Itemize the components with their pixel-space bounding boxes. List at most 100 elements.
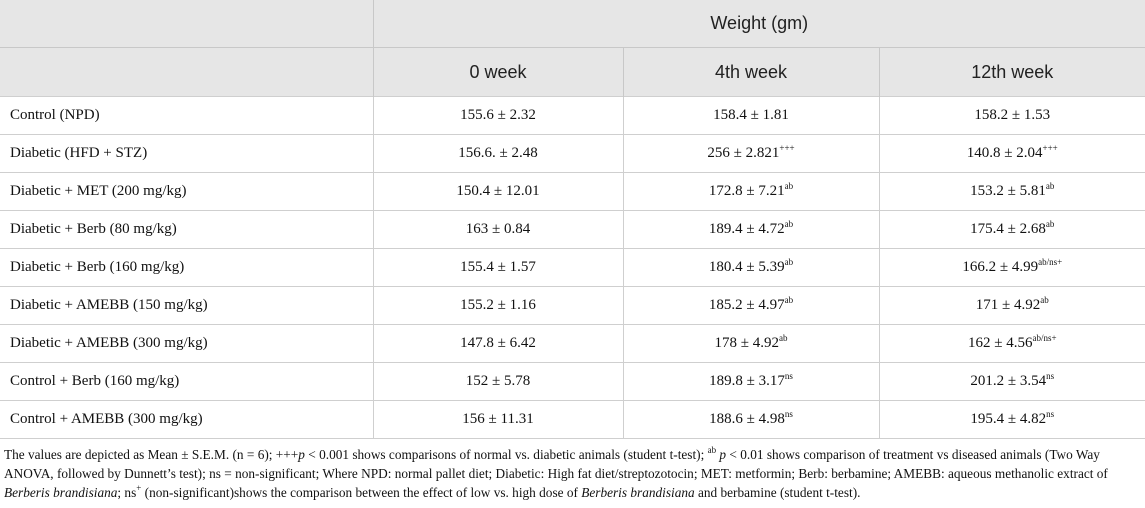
table-cell: 171 ± 4.92ab (878, 286, 1145, 325)
cell-value: 158.4 ± 1.81 (713, 107, 789, 123)
row-label: Control + Berb (160 mg/kg) (0, 362, 373, 401)
cell-superscript: ab (1045, 181, 1055, 191)
cell-value: 140.8 ± 2.04 (966, 145, 1043, 161)
cell-superscript: ns (784, 371, 793, 381)
footnote-text: < 0.01 shows comparison of treatment vs … (4, 447, 1108, 481)
table-cell: 175.4 ± 2.68ab (878, 210, 1145, 249)
cell-value: 180.4 ± 5.39 (708, 259, 785, 275)
table-cell: 189.4 ± 4.72ab (622, 210, 879, 249)
cell-value: 155.2 ± 1.16 (460, 297, 536, 313)
cell-value: 150.4 ± 12.01 (456, 183, 540, 199)
row-label: Diabetic + AMEBB (300 mg/kg) (0, 324, 373, 363)
cell-value: 158.2 ± 1.53 (974, 107, 1051, 123)
row-label: Control + AMEBB (300 mg/kg) (0, 400, 373, 439)
table-cell: 162 ± 4.56ab/ns+ (878, 324, 1145, 363)
footnote-species-name: Berberis brandisiana (4, 485, 118, 500)
cell-superscript: ab/ns+ (1032, 333, 1057, 343)
cell-value: 195.4 ± 4.82 (970, 411, 1047, 427)
table-cell: 153.2 ± 5.81ab (878, 172, 1145, 211)
footnote-p-value: p (716, 447, 727, 462)
header-label-cell (0, 47, 373, 97)
table-row: Control + AMEBB (300 mg/kg) 156 ± 11.31 18… (0, 400, 1145, 439)
table-cell: 178 ± 4.92ab (622, 324, 879, 363)
footnote-superscript: + (136, 483, 142, 493)
table-cell: 155.4 ± 1.57 (372, 248, 623, 287)
table-row: Control (NPD) 155.6 ± 2.32 158.4 ± 1.81 158… (0, 96, 1145, 135)
cell-superscript: +++ (1042, 143, 1058, 153)
cell-superscript: ab/ns+ (1038, 257, 1063, 267)
cell-superscript: ab (1045, 219, 1055, 229)
cell-value: 156 ± 11.31 (462, 411, 534, 427)
table-cell: 150.4 ± 12.01 (372, 172, 623, 211)
footnote-text: < 0.001 shows comparisons of normal vs. … (304, 447, 708, 462)
cell-value: 166.2 ± 4.99 (962, 259, 1039, 275)
cell-superscript: +++ (779, 143, 795, 153)
table-cell: 189.8 ± 3.17ns (622, 362, 879, 401)
table-cell: 158.2 ± 1.53 (878, 96, 1145, 135)
header-row-group: Weight (gm) (0, 0, 1145, 48)
table-row: Diabetic (HFD + STZ) 156.6. ± 2.48 256 ± 2… (0, 134, 1145, 173)
cell-superscript: ab (784, 219, 794, 229)
cell-value: 178 ± 4.92 (714, 335, 779, 351)
table-cell: 166.2 ± 4.99ab/ns+ (878, 248, 1145, 287)
table-cell: 172.8 ± 7.21ab (622, 172, 879, 211)
footnote-text: and berbamine (student t-test). (694, 485, 861, 500)
row-label: Diabetic + Berb (80 mg/kg) (0, 210, 373, 249)
table-row: Diabetic + Berb (80 mg/kg) 163 ± 0.84 189.… (0, 210, 1145, 249)
cell-value: 153.2 ± 5.81 (970, 183, 1046, 199)
table-cell: 195.4 ± 4.82ns (878, 400, 1145, 439)
cell-value: 188.6 ± 4.98 (709, 411, 785, 427)
column-header-4th-week: 4th week (622, 47, 879, 97)
table-cell: 158.4 ± 1.81 (622, 96, 879, 135)
header-row-columns: 0 week 4th week 12th week (0, 47, 1145, 97)
table-row: Diabetic + AMEBB (150 mg/kg) 155.2 ± 1.16… (0, 286, 1145, 325)
table-cell: 147.8 ± 6.42 (372, 324, 623, 363)
table-footnote: The values are depicted as Mean ± S.E.M.… (4, 445, 1141, 502)
table-cell: 140.8 ± 2.04+++ (878, 134, 1145, 173)
cell-superscript: ab (784, 295, 794, 305)
cell-superscript: ns (1046, 371, 1055, 381)
footnote-species-name: Berberis brandisiana (581, 485, 695, 500)
cell-value: 256 ± 2.821 (707, 145, 780, 161)
cell-value: 163 ± 0.84 (465, 221, 531, 237)
cell-value: 201.2 ± 3.54 (970, 373, 1047, 389)
cell-value: 155.6 ± 2.32 (460, 107, 536, 123)
table-cell: 188.6 ± 4.98ns (622, 400, 879, 439)
table-cell: 155.6 ± 2.32 (372, 96, 623, 135)
footnote-text: (non-significant)shows the comparison be… (141, 485, 582, 500)
footnote-text: The values are depicted as Mean ± S.E.M.… (4, 447, 299, 462)
row-label: Diabetic + AMEBB (150 mg/kg) (0, 286, 373, 325)
cell-value: 189.4 ± 4.72 (708, 221, 785, 237)
cell-superscript: ab (784, 257, 794, 267)
cell-value: 155.4 ± 1.57 (460, 259, 536, 275)
cell-superscript: ns (784, 409, 793, 419)
cell-value: 162 ± 4.56 (967, 335, 1033, 351)
weight-table: Weight (gm) 0 week 4th week 12th week Co… (0, 0, 1145, 439)
column-header-0-week: 0 week (372, 47, 623, 97)
cell-value: 152 ± 5.78 (465, 373, 531, 389)
cell-value: 185.2 ± 4.97 (708, 297, 785, 313)
row-label: Diabetic + MET (200 mg/kg) (0, 172, 373, 211)
cell-value: 171 ± 4.92 (975, 297, 1041, 313)
footnote-text: ; ns (117, 485, 137, 500)
table-row: Control + Berb (160 mg/kg) 152 ± 5.78 189.… (0, 362, 1145, 401)
row-label: Diabetic + Berb (160 mg/kg) (0, 248, 373, 287)
footnote-p-value: p (298, 447, 305, 462)
row-label: Control (NPD) (0, 96, 373, 135)
table-cell: 256 ± 2.821+++ (622, 134, 879, 173)
group-header: Weight (gm) (372, 0, 1145, 48)
cell-superscript: ab (778, 333, 788, 343)
table-cell: 155.2 ± 1.16 (372, 286, 623, 325)
table-cell: 152 ± 5.78 (372, 362, 623, 401)
cell-superscript: ab (784, 181, 794, 191)
table-cell: 163 ± 0.84 (372, 210, 623, 249)
footnote-superscript: ab (707, 445, 717, 455)
table-row: Diabetic + AMEBB (300 mg/kg) 147.8 ± 6.42… (0, 324, 1145, 363)
table-row: Diabetic + Berb (160 mg/kg) 155.4 ± 1.57 1… (0, 248, 1145, 287)
table-cell: 156 ± 11.31 (372, 400, 623, 439)
cell-value: 172.8 ± 7.21 (708, 183, 785, 199)
cell-value: 189.8 ± 3.17 (709, 373, 785, 389)
table-cell: 180.4 ± 5.39ab (622, 248, 879, 287)
table-cell: 185.2 ± 4.97ab (622, 286, 879, 325)
